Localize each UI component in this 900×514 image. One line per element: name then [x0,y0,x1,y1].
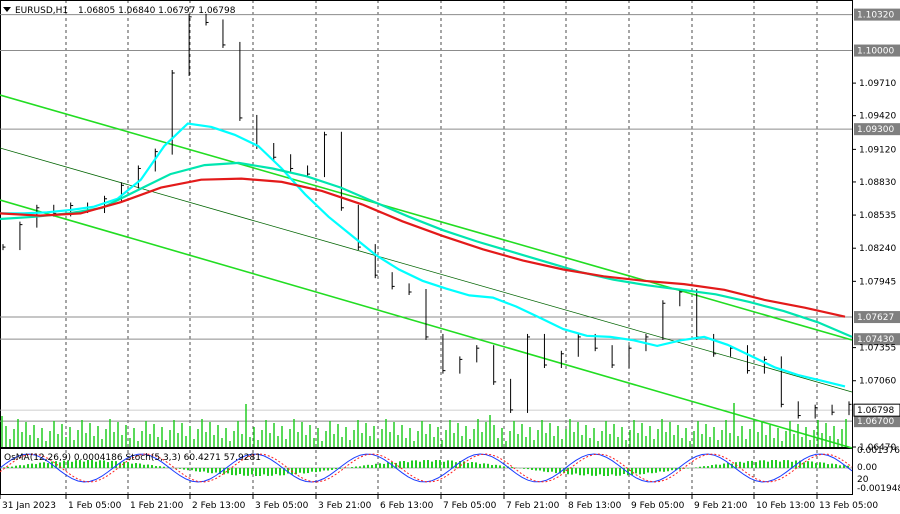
level-tag [854,44,900,57]
y-tick-label: 1.08535 [859,211,896,221]
y-tick-label: 1.07060 [859,377,896,387]
level-tag [854,123,900,136]
y-tick-label: 1.08830 [859,178,896,188]
moving-averages [0,122,853,388]
y-tick-label: 1.09710 [859,79,896,89]
x-tick-label: 9 Feb 21:00 [694,501,748,511]
level-tag [854,415,900,428]
level-tag-label: 1.10320 [857,11,894,21]
y-tick-label: 1.07945 [859,277,896,287]
osma-indicator-label: OsMA(12,26,9) 0.0004186 Stoch(5,3,3) 60.… [4,453,261,463]
y-tick-label: 1.06470 [859,443,896,453]
x-tick-label: 1 Feb 05:00 [68,501,122,511]
moving-average-line [0,177,846,318]
volume-bars [1,403,847,447]
time-axis: 31 Jan 2023 1 Feb 05:00 1 Feb 21:00 2 Feb 1… [0,494,878,511]
stochastic-signal-line [0,453,853,483]
grid-layer [65,0,818,494]
level-tag-label: 1.07627 [857,313,894,323]
osma-axis-label: 0.00 [857,463,877,473]
y-tick-label: 1.09420 [859,112,896,122]
osma-axis-label: 20 [857,475,869,485]
osma-axis-label: -0.001948 [857,484,900,494]
level-tag [854,333,900,346]
level-tag-label: 1.10000 [857,47,894,57]
ohlc-readout: 1.06805 1.06840 1.06797 1.06798 [78,6,236,16]
moving-average-line [0,122,846,388]
x-tick-label: 3 Feb 05:00 [255,501,309,511]
y-tick-label: 1.09120 [859,145,896,155]
main-plot-frame [0,0,853,448]
x-tick-label: 9 Feb 05:00 [631,501,685,511]
current-price-label: 1.06798 [857,406,894,416]
price-bars [2,13,852,419]
symbol-label: EURUSD,H1 [15,6,68,16]
osma-panel: 0.0013764 0.00 20-0.001948 [0,446,900,494]
level-tag-label: 1.07430 [857,335,894,345]
x-tick-label: 10 Feb 13:00 [756,501,815,511]
x-tick-label: 7 Feb 05:00 [443,501,497,511]
level-tag [854,311,900,324]
level-tag-label: 1.06700 [857,417,894,427]
x-tick-label: 8 Feb 13:00 [568,501,622,511]
price-axis: 1.09710 1.09420 1.09120 1.08830 1.08535 1.082… [852,79,896,453]
current-price-tag [853,403,900,417]
x-tick-label: 7 Feb 21:00 [506,501,560,511]
x-tick-label: 3 Feb 21:00 [318,501,372,511]
y-tick-label: 1.08240 [859,244,896,254]
x-tick-label: 1 Feb 21:00 [130,501,184,511]
x-tick-label: 13 Feb 05:00 [819,501,878,511]
x-tick-label: 31 Jan 2023 [2,501,56,511]
moving-average-line [0,161,853,338]
x-tick-label: 6 Feb 13:00 [380,501,434,511]
triangle-down-icon[interactable] [3,7,11,12]
x-tick-label: 2 Feb 13:00 [192,501,246,511]
level-tag [854,8,900,21]
y-tick-label: 1.07355 [859,344,896,354]
level-tag-label: 1.09300 [857,125,894,135]
channel-line [0,94,853,341]
osma-axis-label: 0.0013764 [857,446,900,456]
horizontal-levels: 1.10320 1.10000 1.09300 1.07627 1.07430 1.067… [0,8,900,428]
